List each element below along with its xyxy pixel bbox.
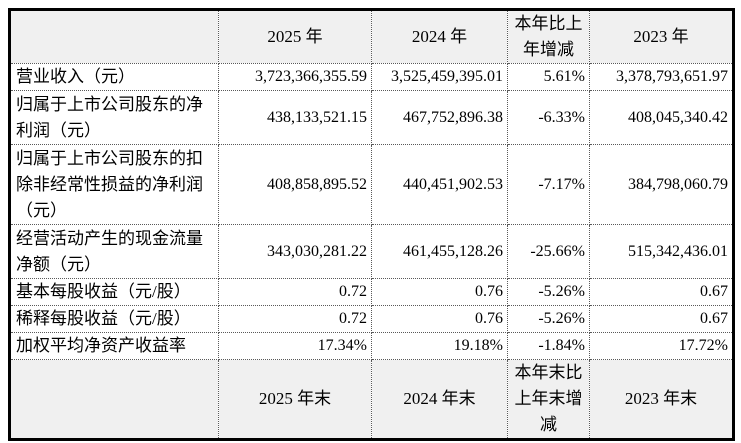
value-2024: 0.76 — [371, 278, 508, 306]
header-cell-year-2025: 2025 年 — [218, 9, 372, 64]
footer-cell-end-2025: 2025 年末 — [218, 359, 372, 440]
row-label: 基本每股收益（元/股） — [9, 278, 219, 306]
footer-cell-blank — [9, 359, 219, 440]
value-change: -7.17% — [507, 144, 590, 225]
value-2025: 408,858,895.52 — [218, 144, 372, 225]
value-change: -25.66% — [507, 224, 590, 279]
value-change: -5.26% — [507, 278, 590, 306]
table-row-net-profit: 归属于上市公司股东的净利润（元） 438,133,521.15 467,752,… — [9, 90, 734, 145]
value-2023: 0.67 — [589, 278, 734, 306]
value-2025: 17.34% — [218, 332, 372, 360]
header-cell-year-2024: 2024 年 — [371, 9, 508, 64]
value-change: 5.61% — [507, 63, 590, 91]
value-2023: 3,378,793,651.97 — [589, 63, 734, 91]
value-2025: 0.72 — [218, 305, 372, 333]
footer-cell-end-2023: 2023 年末 — [589, 359, 734, 440]
row-label: 稀释每股收益（元/股） — [9, 305, 219, 333]
value-change: -6.33% — [507, 90, 590, 145]
financial-summary-table: 2025 年 2024 年 本年比上年增减 2023 年 营业收入（元） 3,7… — [8, 8, 735, 441]
value-2025: 438,133,521.15 — [218, 90, 372, 145]
table-row-basic-eps: 基本每股收益（元/股） 0.72 0.76 -5.26% 0.67 — [9, 278, 734, 306]
value-2023: 408,045,340.42 — [589, 90, 734, 145]
value-2024: 467,752,896.38 — [371, 90, 508, 145]
value-2024: 0.76 — [371, 305, 508, 333]
table-row-diluted-eps: 稀释每股收益（元/股） 0.72 0.76 -5.26% 0.67 — [9, 305, 734, 333]
value-2025: 343,030,281.22 — [218, 224, 372, 279]
row-label: 归属于上市公司股东的扣除非经常性损益的净利润（元） — [9, 144, 219, 225]
header-cell-year-2023: 2023 年 — [589, 9, 734, 64]
value-2025: 3,723,366,355.59 — [218, 63, 372, 91]
value-change: -5.26% — [507, 305, 590, 333]
value-2024: 3,525,459,395.01 — [371, 63, 508, 91]
table-row-operating-revenue: 营业收入（元） 3,723,366,355.59 3,525,459,395.0… — [9, 63, 734, 91]
row-label: 营业收入（元） — [9, 63, 219, 91]
row-label: 加权平均净资产收益率 — [9, 332, 219, 360]
value-change: -1.84% — [507, 332, 590, 360]
footer-row-period-end: 2025 年末 2024 年末 本年末比上年末增减 2023 年末 — [9, 359, 734, 440]
value-2023: 384,798,060.79 — [589, 144, 734, 225]
row-label: 经营活动产生的现金流量净额（元） — [9, 224, 219, 279]
footer-cell-end-2024: 2024 年末 — [371, 359, 508, 440]
row-label: 归属于上市公司股东的净利润（元） — [9, 90, 219, 145]
value-2023: 17.72% — [589, 332, 734, 360]
value-2024: 440,451,902.53 — [371, 144, 508, 225]
financial-summary-table-container: 2025 年 2024 年 本年比上年增减 2023 年 营业收入（元） 3,7… — [8, 8, 735, 441]
value-2024: 461,455,128.26 — [371, 224, 508, 279]
header-cell-blank — [9, 9, 219, 64]
value-2025: 0.72 — [218, 278, 372, 306]
table-row-operating-cash-flow: 经营活动产生的现金流量净额（元） 343,030,281.22 461,455,… — [9, 224, 734, 279]
table-row-net-profit-excl-nonrecurring: 归属于上市公司股东的扣除非经常性损益的净利润（元） 408,858,895.52… — [9, 144, 734, 225]
header-cell-yoy-change: 本年比上年增减 — [507, 9, 590, 64]
header-row-period: 2025 年 2024 年 本年比上年增减 2023 年 — [9, 9, 734, 64]
value-2024: 19.18% — [371, 332, 508, 360]
value-2023: 0.67 — [589, 305, 734, 333]
table-row-weighted-avg-roe: 加权平均净资产收益率 17.34% 19.18% -1.84% 17.72% — [9, 332, 734, 360]
value-2023: 515,342,436.01 — [589, 224, 734, 279]
footer-cell-end-change: 本年末比上年末增减 — [507, 359, 590, 440]
